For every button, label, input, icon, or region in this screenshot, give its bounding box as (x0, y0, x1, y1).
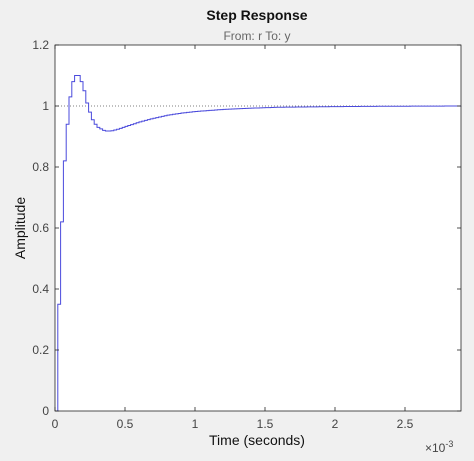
y-tick-label: 0.6 (32, 221, 49, 235)
x-axis-label: Time (seconds) (209, 432, 305, 448)
y-tick-label: 0 (42, 404, 49, 418)
plot-area[interactable] (55, 45, 461, 411)
y-tick-label: 0.8 (32, 160, 49, 174)
chart-subtitle: From: r To: y (223, 29, 290, 43)
y-tick-label: 1.2 (32, 38, 49, 52)
y-tick-label: 1 (42, 99, 49, 113)
y-axis-label: Amplitude (12, 197, 28, 259)
step-response-line (55, 75, 462, 412)
x-tick-label: 1 (192, 417, 199, 431)
x-tick-label: 2.5 (397, 417, 414, 431)
y-tick-label: 0.2 (32, 343, 49, 357)
chart-title: Step Response (206, 7, 307, 23)
x-axis-ticks: 0 0.5 1 1.5 2 2.5 (52, 45, 414, 431)
x-axis-exponent: ×10-3 (425, 439, 453, 455)
y-axis-ticks: 0 0.2 0.4 0.6 0.8 1 1.2 (32, 38, 461, 418)
x-tick-label: 1.5 (257, 417, 274, 431)
x-tick-label: 0 (52, 417, 59, 431)
x-exponent-base: ×10 (425, 441, 446, 455)
x-tick-label: 2 (332, 417, 339, 431)
y-tick-label: 0.4 (32, 282, 49, 296)
x-tick-label: 0.5 (117, 417, 134, 431)
x-exponent-power: -3 (445, 439, 453, 449)
